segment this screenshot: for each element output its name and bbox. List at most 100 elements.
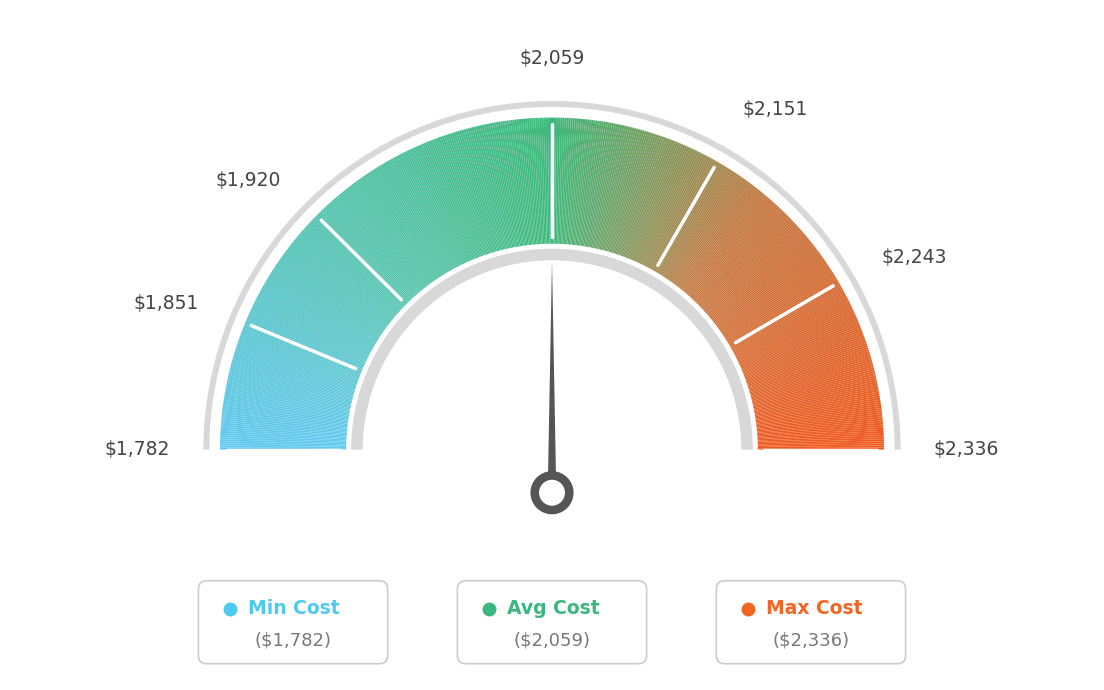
Wedge shape <box>757 431 883 440</box>
Wedge shape <box>392 157 454 269</box>
Wedge shape <box>560 118 566 244</box>
Wedge shape <box>436 138 481 257</box>
Wedge shape <box>576 120 594 246</box>
Wedge shape <box>311 219 404 308</box>
Wedge shape <box>229 375 351 404</box>
Wedge shape <box>357 180 432 283</box>
Wedge shape <box>756 412 882 428</box>
Wedge shape <box>274 266 380 337</box>
Wedge shape <box>394 157 455 268</box>
Wedge shape <box>296 237 394 318</box>
Wedge shape <box>428 141 476 259</box>
Wedge shape <box>640 150 697 264</box>
Wedge shape <box>702 222 796 310</box>
Wedge shape <box>478 126 507 249</box>
Wedge shape <box>307 224 401 310</box>
Wedge shape <box>749 353 870 391</box>
Wedge shape <box>731 286 842 349</box>
Wedge shape <box>253 304 367 361</box>
Wedge shape <box>655 161 719 272</box>
Wedge shape <box>730 282 840 347</box>
Wedge shape <box>275 265 381 336</box>
Wedge shape <box>718 253 820 328</box>
Wedge shape <box>649 157 710 268</box>
Wedge shape <box>505 121 523 246</box>
Wedge shape <box>719 255 821 330</box>
Wedge shape <box>459 130 496 252</box>
Wedge shape <box>756 404 881 422</box>
Wedge shape <box>611 131 649 253</box>
Wedge shape <box>614 133 655 254</box>
Wedge shape <box>728 277 837 344</box>
Wedge shape <box>223 404 348 422</box>
Wedge shape <box>323 208 411 300</box>
Wedge shape <box>639 149 696 264</box>
Wedge shape <box>742 324 860 373</box>
Wedge shape <box>240 335 359 380</box>
Wedge shape <box>241 333 359 379</box>
Wedge shape <box>638 148 693 264</box>
Wedge shape <box>222 414 348 429</box>
Wedge shape <box>755 400 881 420</box>
Wedge shape <box>617 135 659 255</box>
Wedge shape <box>273 268 380 338</box>
Wedge shape <box>731 284 841 348</box>
Wedge shape <box>577 120 596 246</box>
Wedge shape <box>627 140 675 258</box>
Wedge shape <box>471 127 503 250</box>
Wedge shape <box>716 251 819 328</box>
Wedge shape <box>331 201 416 296</box>
Wedge shape <box>682 193 764 291</box>
Wedge shape <box>291 243 391 322</box>
Wedge shape <box>310 221 403 308</box>
Wedge shape <box>710 237 808 318</box>
Wedge shape <box>251 308 365 363</box>
Wedge shape <box>652 159 715 270</box>
Wedge shape <box>362 176 435 281</box>
Wedge shape <box>225 387 350 413</box>
Wedge shape <box>594 125 623 248</box>
Wedge shape <box>479 125 508 248</box>
Wedge shape <box>514 119 530 245</box>
Text: Avg Cost: Avg Cost <box>507 600 599 618</box>
Wedge shape <box>565 118 575 244</box>
Wedge shape <box>713 243 813 322</box>
Wedge shape <box>619 136 662 255</box>
Wedge shape <box>424 142 474 259</box>
Text: ($2,059): ($2,059) <box>513 631 591 649</box>
Wedge shape <box>728 275 836 342</box>
Wedge shape <box>753 382 878 408</box>
Wedge shape <box>429 140 477 258</box>
Wedge shape <box>657 164 723 273</box>
Wedge shape <box>223 400 349 420</box>
Text: $1,920: $1,920 <box>216 171 282 190</box>
Circle shape <box>539 480 565 506</box>
Wedge shape <box>687 199 772 295</box>
Wedge shape <box>469 128 502 250</box>
Wedge shape <box>586 122 611 247</box>
Text: $2,243: $2,243 <box>882 248 947 267</box>
Wedge shape <box>752 367 874 400</box>
Wedge shape <box>321 209 411 302</box>
Wedge shape <box>225 391 349 415</box>
Wedge shape <box>681 191 762 290</box>
Wedge shape <box>553 117 556 244</box>
Wedge shape <box>226 382 351 408</box>
Wedge shape <box>716 249 818 326</box>
Wedge shape <box>703 224 797 310</box>
Wedge shape <box>342 191 423 290</box>
Wedge shape <box>670 177 744 282</box>
Wedge shape <box>754 389 879 413</box>
Wedge shape <box>203 101 901 450</box>
Wedge shape <box>363 175 436 280</box>
Wedge shape <box>408 149 465 264</box>
Wedge shape <box>360 177 434 282</box>
Wedge shape <box>724 266 830 337</box>
Wedge shape <box>247 316 363 368</box>
Wedge shape <box>709 235 806 317</box>
Wedge shape <box>751 365 873 398</box>
Wedge shape <box>694 210 784 302</box>
Wedge shape <box>484 124 511 248</box>
Wedge shape <box>736 301 850 358</box>
Wedge shape <box>671 179 745 282</box>
